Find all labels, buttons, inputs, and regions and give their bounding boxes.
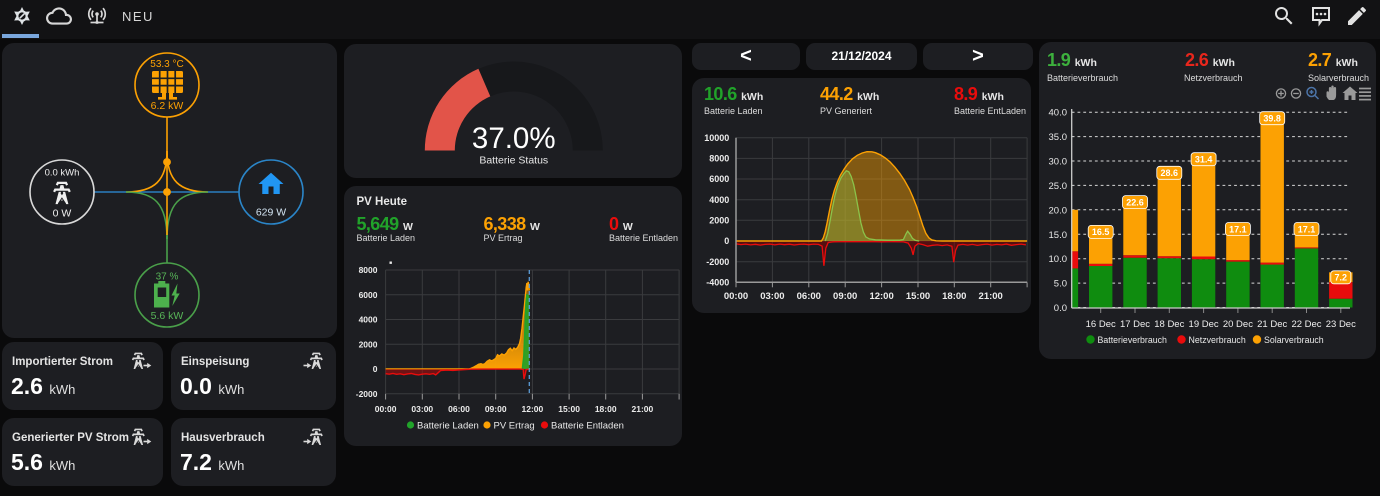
svg-text:00:00: 00:00 [724,291,748,302]
svg-text:6000: 6000 [709,174,729,184]
svg-text:-4000: -4000 [706,278,729,288]
svg-text:Batterie Status: Batterie Status [479,155,548,167]
svg-text:39.8: 39.8 [1263,114,1281,124]
svg-text:0: 0 [724,236,729,246]
svg-text:0.0: 0.0 [1054,303,1067,314]
svg-text:15:00: 15:00 [558,404,580,414]
svg-text:19 Dec: 19 Dec [1189,319,1219,330]
svg-text:8000: 8000 [709,154,729,164]
svg-text:53.3 °C: 53.3 °C [150,59,183,70]
svg-text:Batterie Entladen: Batterie Entladen [551,421,624,432]
svg-text:PV Ertrag: PV Ertrag [494,421,535,432]
svg-text:8000: 8000 [359,265,378,275]
svg-text:20.0: 20.0 [1049,205,1068,216]
svg-text:23 Dec: 23 Dec [1326,319,1356,330]
svg-text:31.4: 31.4 [1195,155,1213,165]
svg-text:28.6: 28.6 [1161,168,1179,178]
svg-text:2000: 2000 [709,216,729,226]
svg-text:03:00: 03:00 [411,404,433,414]
svg-text:37 %: 37 % [156,272,179,283]
svg-text:5.0: 5.0 [1054,279,1067,290]
svg-text:Netzverbrauch: Netzverbrauch [1189,335,1246,345]
svg-text:10.0: 10.0 [1049,254,1068,265]
svg-text:12:00: 12:00 [869,291,893,302]
svg-text:0 W: 0 W [53,208,72,220]
svg-text:00:00: 00:00 [375,404,397,414]
svg-text:6000: 6000 [359,290,378,300]
svg-text:Solarverbrauch: Solarverbrauch [1264,335,1324,345]
svg-text:18:00: 18:00 [942,291,966,302]
svg-text:15:00: 15:00 [906,291,930,302]
svg-text:03:00: 03:00 [760,291,784,302]
svg-text:0: 0 [373,364,378,374]
svg-text:0.0 kWh: 0.0 kWh [45,168,80,179]
svg-text:37.0%: 37.0% [472,122,556,155]
svg-text:09:00: 09:00 [485,404,507,414]
svg-text:25.0: 25.0 [1049,181,1068,192]
svg-text:10000: 10000 [704,133,729,143]
svg-text:7.2: 7.2 [1335,273,1348,283]
svg-text:06:00: 06:00 [448,404,470,414]
svg-text:21:00: 21:00 [979,291,1003,302]
svg-text:4000: 4000 [709,195,729,205]
svg-text:18 Dec: 18 Dec [1154,319,1184,330]
svg-text:09:00: 09:00 [833,291,857,302]
svg-text:Batterieverbrauch: Batterieverbrauch [1098,335,1168,345]
svg-text:629 W: 629 W [256,207,286,219]
svg-text:12:00: 12:00 [522,404,544,414]
svg-text:22.6: 22.6 [1126,197,1144,207]
svg-text:-2000: -2000 [356,389,378,399]
svg-text:30.0: 30.0 [1049,157,1068,168]
svg-text:17.1: 17.1 [1229,224,1247,234]
svg-text:16.5: 16.5 [1092,227,1110,237]
svg-text:15.0: 15.0 [1049,230,1068,241]
svg-text:20 Dec: 20 Dec [1223,319,1253,330]
svg-text:35.0: 35.0 [1049,132,1068,143]
svg-text:16 Dec: 16 Dec [1086,319,1116,330]
svg-text:-2000: -2000 [706,257,729,267]
svg-text:17.1: 17.1 [1298,224,1316,234]
svg-text:2000: 2000 [359,339,378,349]
svg-text:40.0: 40.0 [1049,108,1068,119]
svg-text:21 Dec: 21 Dec [1257,319,1287,330]
svg-text:Batterie Laden: Batterie Laden [417,421,479,432]
svg-text:22 Dec: 22 Dec [1291,319,1321,330]
svg-text:18:00: 18:00 [595,404,617,414]
svg-text:06:00: 06:00 [797,291,821,302]
svg-text:5.6 kW: 5.6 kW [151,310,184,322]
svg-text:4000: 4000 [359,315,378,325]
svg-text:6.2 kW: 6.2 kW [151,100,184,112]
svg-text:21:00: 21:00 [632,404,654,414]
svg-text:17 Dec: 17 Dec [1120,319,1150,330]
